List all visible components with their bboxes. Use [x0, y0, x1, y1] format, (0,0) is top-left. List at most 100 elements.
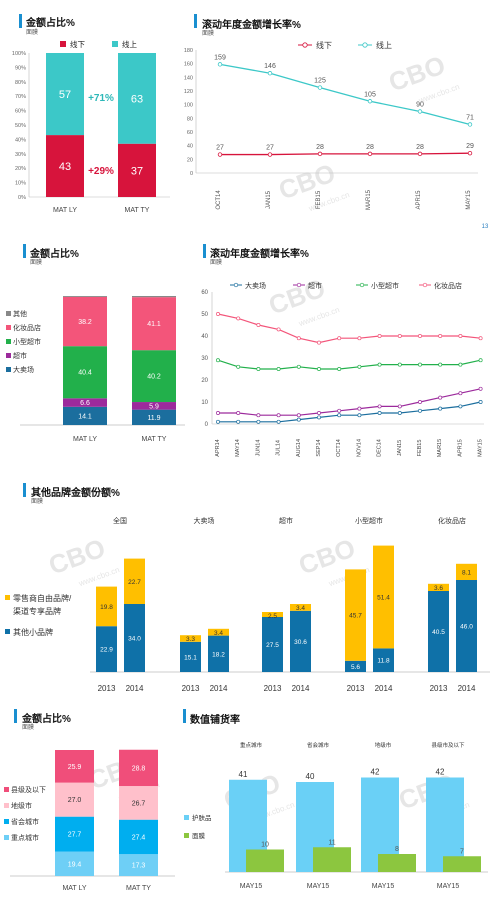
chart5-bar-orange	[456, 563, 477, 580]
chart4-point	[337, 367, 342, 371]
chart1-growth-offline: +29%	[88, 166, 114, 177]
chart4-point	[397, 334, 402, 338]
chart4-point	[317, 367, 321, 371]
chart3-data-label: 11.9	[147, 415, 160, 422]
chart1-bar-segment	[46, 53, 84, 136]
chart4-series-line	[217, 359, 481, 370]
chart2-data-label: 28	[316, 144, 324, 151]
chart4-legend-label: 化妆品店	[434, 281, 462, 290]
chart5-data-label: 3.3	[186, 636, 195, 643]
chart5-bar-blue	[96, 626, 117, 672]
chart2-x-tick-label: MAY15	[466, 190, 472, 210]
chart6-legend-label: 重点城市	[11, 833, 39, 842]
chart5-bar-blue	[428, 591, 449, 672]
chart5-bar-blue	[345, 660, 366, 672]
chart4-point	[276, 327, 281, 332]
chart4-point	[236, 364, 241, 369]
chart2-y-tick-label: 20	[187, 157, 193, 163]
chart5-bar-blue	[208, 635, 229, 672]
chart5-legend-label: 零售商自由品牌/	[13, 593, 72, 603]
chart6-bar-segment	[119, 819, 158, 855]
chart4-x-tick-label: FEB15	[417, 440, 423, 457]
chart4-point	[236, 419, 241, 424]
chart7-data-label: 11	[328, 839, 335, 846]
chart4-y-tick-label: 60	[201, 290, 208, 296]
chart1-y-tick-label: 60%	[15, 109, 26, 115]
chart1-y-tick-label: 30%	[15, 152, 26, 158]
chart6-x-tick-label: MAT TY	[126, 885, 151, 892]
chart4-series-line	[217, 313, 481, 344]
chart7-data-label: 8	[395, 846, 399, 853]
chart5-year-label: 2013	[182, 684, 200, 693]
chart1-growth-online: +71%	[88, 93, 114, 104]
chart5-data-label: 46.0	[460, 624, 473, 631]
chart6-bar-segment	[119, 749, 158, 787]
chart7-data-label: 41	[239, 770, 248, 779]
chart2-y-tick-label: 80	[187, 116, 193, 122]
chart2-x-tick-label: OCT14	[216, 190, 222, 210]
chart3-bar-segment	[63, 296, 107, 297]
chart5-bar-orange	[124, 558, 145, 604]
chart5-data-label: 15.1	[184, 654, 197, 661]
chart7-bar-mask	[313, 847, 351, 872]
chart4-point	[256, 367, 261, 371]
chart5-group-label: 超市	[279, 516, 293, 525]
chart6-legend-label: 省会城市	[11, 817, 39, 826]
chart5-data-label: 45.7	[349, 613, 362, 620]
chart4-x-tick-label: DEC14	[377, 439, 383, 457]
chart5-bar-orange	[96, 586, 117, 627]
chart3-bar-segment	[132, 350, 176, 403]
chart1-legend-label: 线下	[70, 39, 85, 49]
chart6-legend-swatch	[4, 787, 9, 792]
chart4-subtitle: 面膜	[210, 260, 223, 266]
chart2-point	[417, 151, 423, 157]
chart2-x-tick-label: FEB15	[316, 190, 322, 209]
chart1-data-label: 43	[59, 161, 71, 173]
chart6-data-label: 25.9	[68, 764, 82, 771]
chart3-data-label: 38.2	[78, 319, 92, 326]
chart4-x-tick-label: NOV14	[356, 439, 362, 457]
chart6-title: 金额占比%	[22, 714, 71, 725]
chart6-subtitle: 面膜	[22, 725, 35, 731]
chart2-y-tick-label: 0	[190, 171, 193, 177]
chart1-y-tick-label: 20%	[15, 166, 26, 172]
chart3-data-label: 40.2	[147, 374, 161, 381]
chart2-data-label: 27	[266, 145, 274, 152]
chart7-group-label: 县级市及以下	[431, 741, 465, 749]
chart7-data-label: 7	[460, 848, 464, 855]
chart5-data-label: 3.6	[434, 585, 443, 592]
chart4-point	[357, 364, 362, 369]
chart5-legend-label: 渠道专享品牌	[13, 606, 61, 616]
chart4-x-tick-label: JUL14	[276, 440, 282, 456]
chart4-point	[256, 413, 261, 418]
chart2-y-tick-label: 120	[184, 89, 193, 95]
chart2-y-tick-label: 40	[187, 144, 193, 150]
chart4-y-tick-label: 30	[201, 356, 208, 362]
chart2-point	[417, 109, 423, 114]
chart3-data-label: 40.4	[78, 370, 92, 377]
chart4-point	[317, 411, 321, 415]
chart5-group-label: 大卖场	[194, 516, 215, 525]
chart7-legend-label: 面膜	[192, 831, 206, 840]
chart2-data-label: 28	[416, 144, 424, 151]
chart7-data-label: 42	[436, 768, 445, 777]
section-accent-bar	[23, 244, 26, 258]
chart4-point	[216, 358, 220, 363]
chart7-legend-swatch	[184, 815, 189, 820]
chart6-bar-segment	[55, 750, 94, 783]
chart4-point	[337, 336, 342, 341]
chart2-point	[467, 122, 473, 127]
section-accent-bar	[203, 244, 206, 258]
chart2-data-label: 125	[314, 78, 326, 85]
chart4-x-tick-label: AUG14	[296, 439, 302, 457]
chart5-data-label: 22.9	[100, 647, 113, 654]
chart5-legend-swatch	[5, 595, 10, 600]
chart4-point	[458, 362, 463, 367]
chart2-point	[217, 152, 223, 157]
chart3-subtitle: 面膜	[30, 260, 43, 266]
chart4-point	[337, 408, 342, 413]
chart5-bar-blue	[124, 604, 145, 672]
section-accent-bar	[23, 483, 26, 497]
chart1-y-tick-label: 100%	[12, 51, 26, 57]
